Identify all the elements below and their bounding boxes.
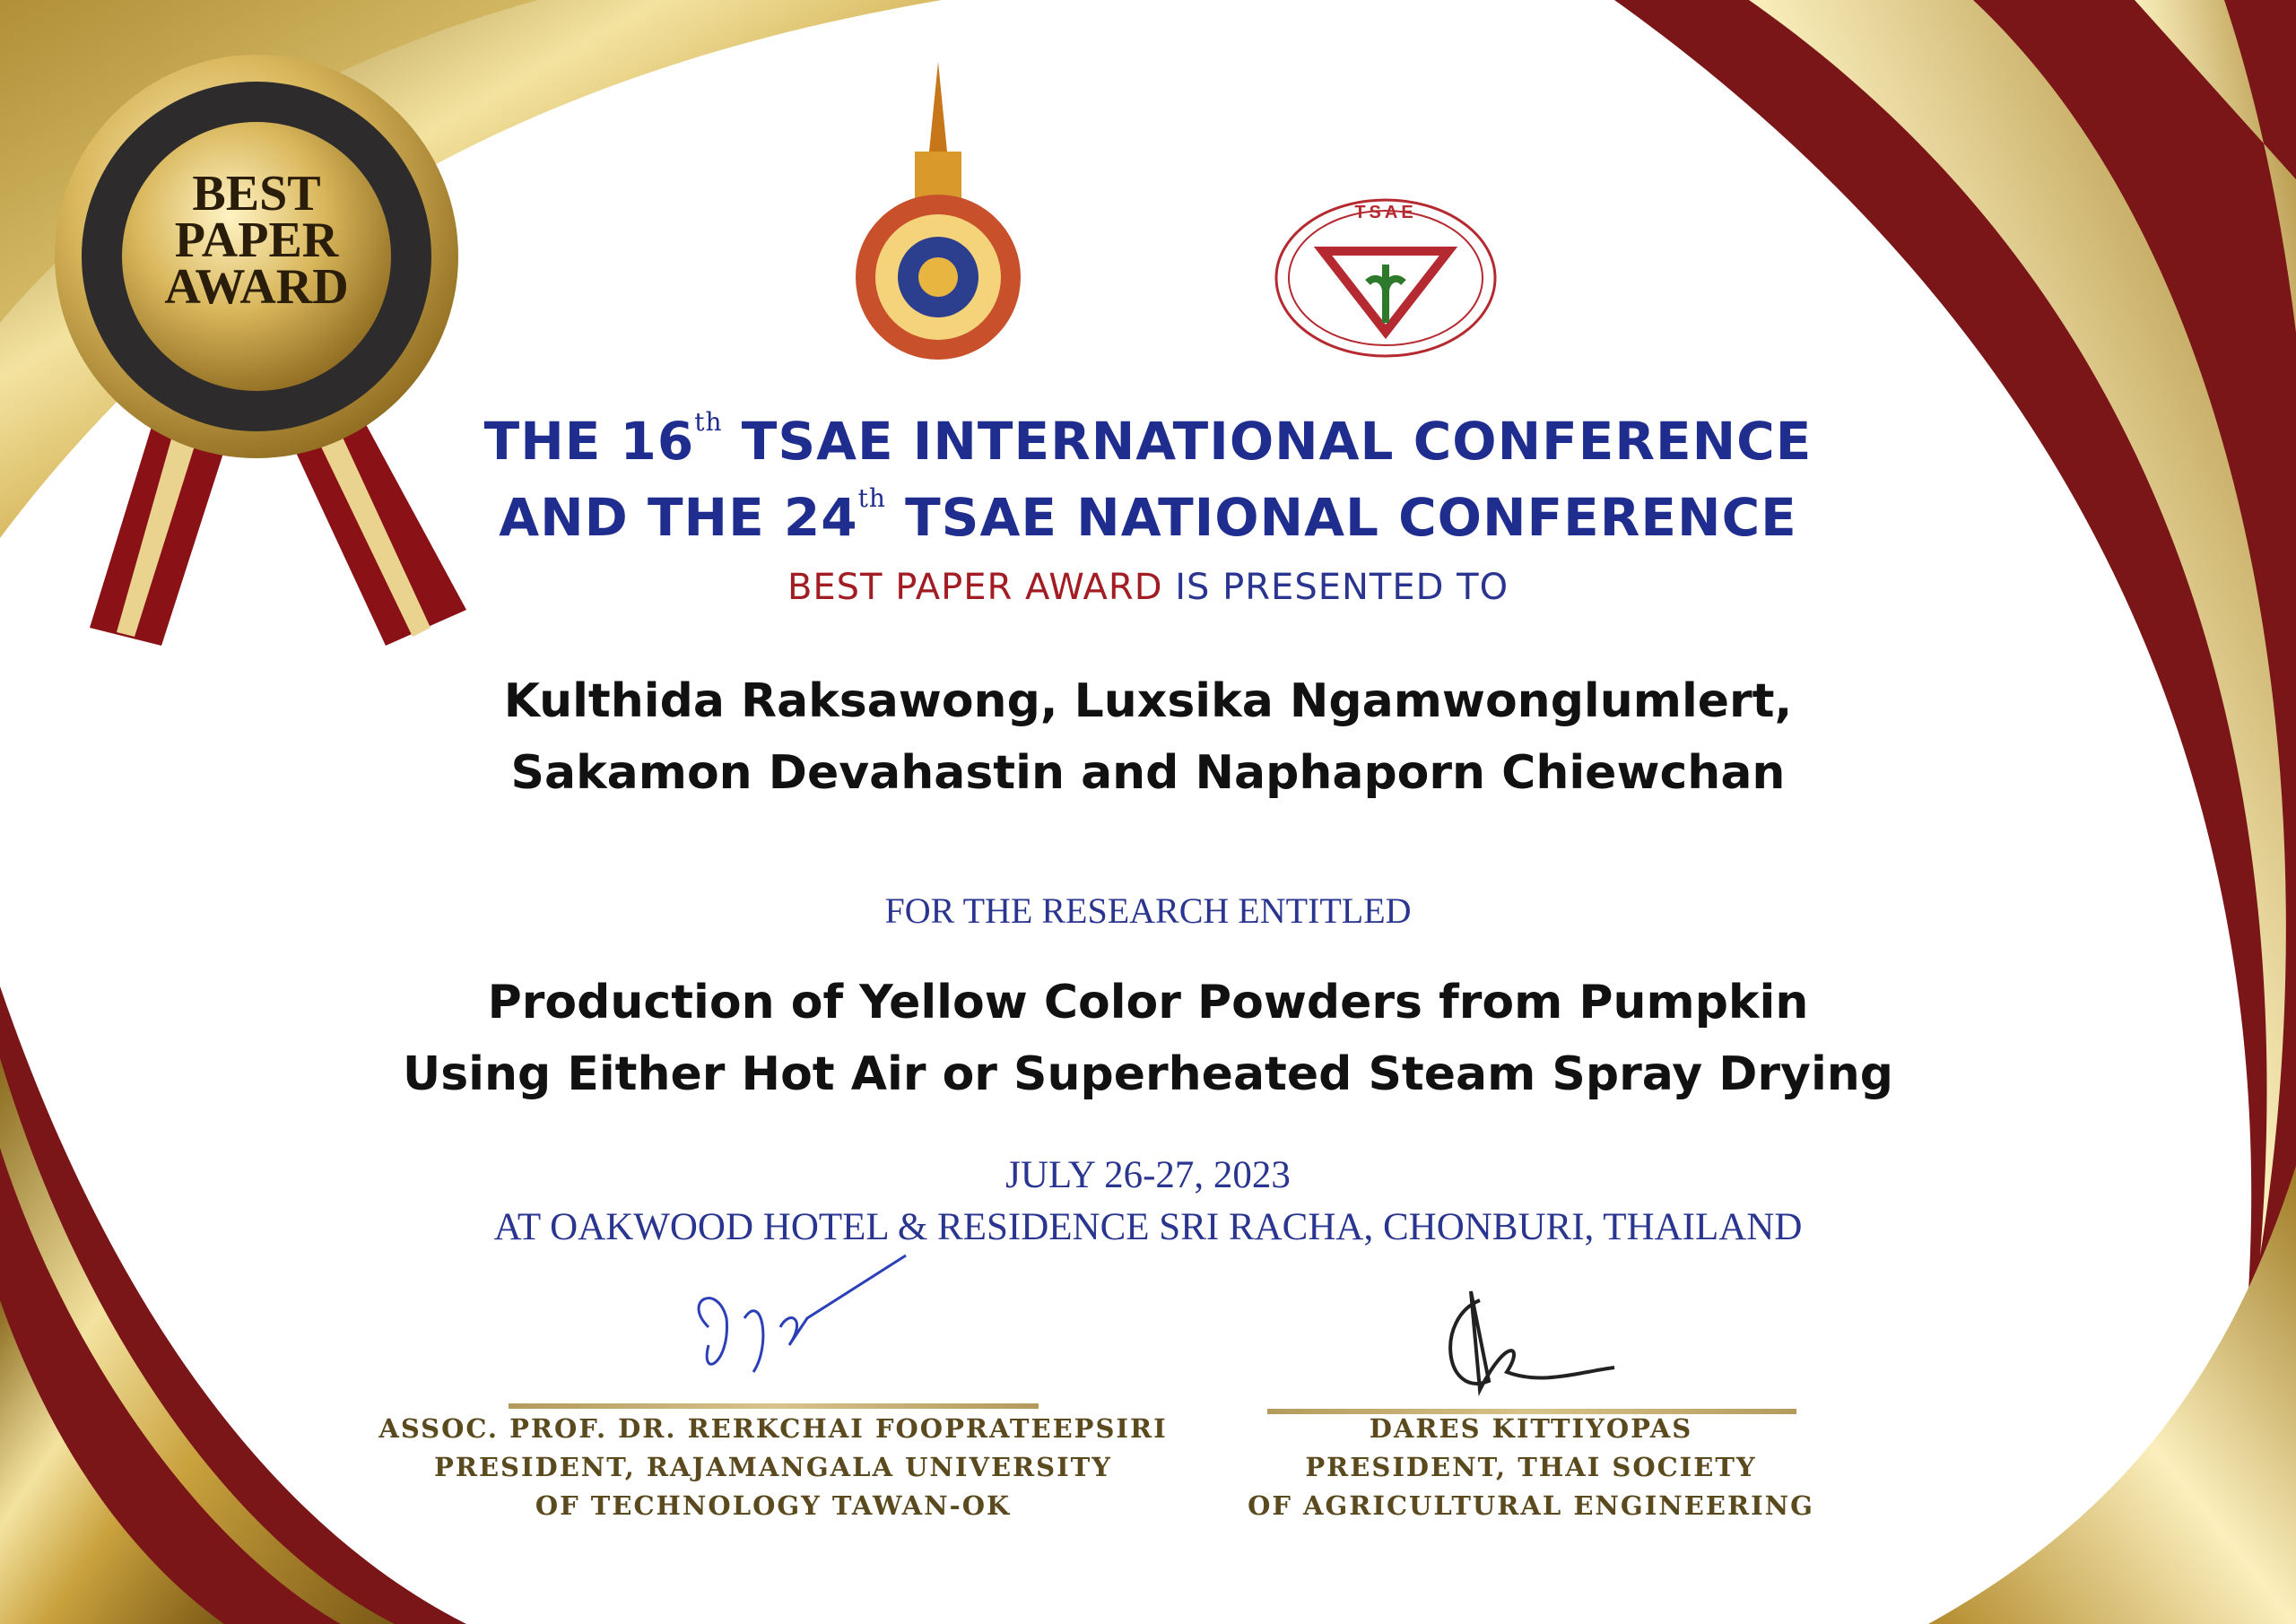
tsae-logo: TSAE: [1274, 197, 1498, 359]
event-date: JULY 26-27, 2023: [1005, 1154, 1291, 1196]
signature-line-left: [509, 1403, 1039, 1409]
award-statement: BEST PAPER AWARD IS PRESENTED TO: [787, 567, 1509, 608]
paper-title: Production of Yellow Color Powders from …: [0, 967, 2296, 1110]
university-emblem-logo: [856, 62, 1021, 360]
research-label: FOR THE RESEARCH ENTITLED: [884, 890, 1412, 931]
signatory-right: DARES KITTIYOPAS PRESIDENT, THAI SOCIETY…: [1248, 1413, 1814, 1521]
medal-text-line3: AWARD: [164, 259, 349, 315]
conference-title-line1: THE 16th TSAE INTERNATIONAL CONFERENCE: [483, 406, 1813, 472]
paper-title-line2: Using Either Hot Air or Superheated Stea…: [402, 1047, 1894, 1101]
signature-line-right: [1267, 1409, 1796, 1414]
paper-title-line1: Production of Yellow Color Powders from …: [487, 976, 1809, 1029]
signature-left: [697, 1254, 907, 1373]
recipients-line1: Kulthida Raksawong, Luxsika Ngamwongluml…: [503, 674, 1793, 728]
recipients: Kulthida Raksawong, Luxsika Ngamwongluml…: [0, 665, 2296, 809]
event-location: AT OAKWOOD HOTEL & RESIDENCE SRI RACHA, …: [493, 1206, 1803, 1248]
conference-title-line2: AND THE 24th TSAE NATIONAL CONFERENCE: [499, 482, 1797, 548]
tsae-logo-text: TSAE: [1354, 203, 1417, 222]
recipients-line2: Sakamon Devahastin and Naphaporn Chiewch…: [510, 746, 1786, 800]
medal-text-line1: BEST: [192, 166, 321, 221]
medal-text-line2: PAPER: [174, 213, 339, 268]
best-paper-medal: BEST PAPER AWARD: [36, 54, 466, 646]
signatory-left: ASSOC. PROF. DR. RERKCHAI FOOPRATEEPSIRI…: [378, 1413, 1168, 1521]
signature-right: [1448, 1290, 1615, 1397]
